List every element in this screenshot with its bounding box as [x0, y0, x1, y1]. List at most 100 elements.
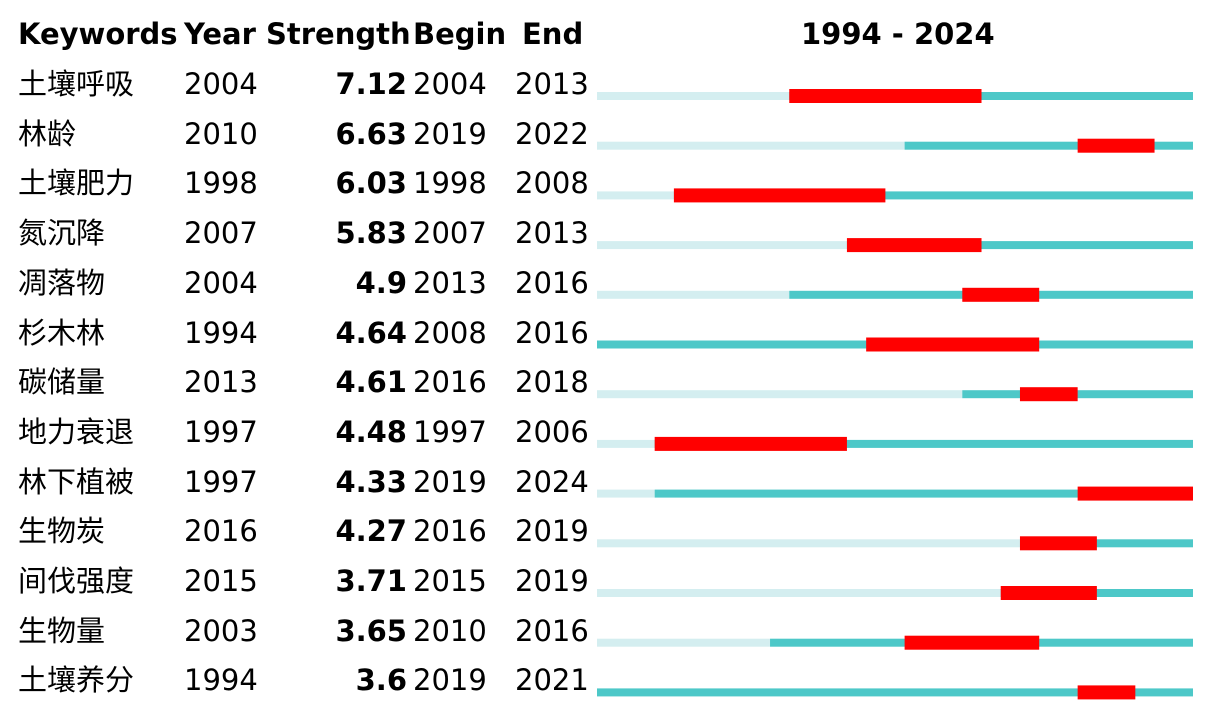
strength-cell: 3.71	[335, 564, 407, 598]
end-header: End	[522, 17, 584, 51]
end-cell: 2024	[515, 464, 589, 499]
keyword-cell: 杉木林	[18, 315, 106, 350]
timeline-inactive-segment	[597, 439, 655, 448]
strength-cell: 6.63	[335, 116, 407, 151]
begin-cell: 2013	[413, 265, 487, 300]
strength-cell: 4.48	[335, 414, 407, 449]
burst-bar	[1019, 387, 1078, 402]
begin-cell: 2015	[413, 564, 487, 598]
burst-bar	[1019, 536, 1097, 551]
burst-bar	[1077, 486, 1193, 501]
burst-bar	[1077, 138, 1155, 153]
keyword-cell: 氮沉降	[18, 216, 106, 251]
keyword-cell: 土壤肥力	[18, 166, 135, 201]
burst-bar	[789, 89, 982, 103]
year-cell: 2016	[184, 514, 258, 549]
keyword-cell: 生物炭	[18, 514, 106, 549]
keyword-cell: 林龄	[18, 116, 77, 151]
timeline-inactive-segment	[597, 489, 655, 498]
timeline-active-segment	[846, 241, 1193, 250]
year-cell: 1994	[184, 315, 258, 350]
timeline-inactive-segment	[597, 241, 847, 250]
burst-bar	[962, 287, 1040, 302]
end-cell: 2019	[515, 514, 589, 549]
keyword-cell: 地力衰退	[18, 414, 135, 449]
timeline-active-segment	[1019, 539, 1193, 548]
begin-cell: 2019	[413, 464, 487, 499]
burst-bar	[846, 238, 982, 253]
year-cell: 2013	[184, 365, 258, 400]
year-cell: 2007	[184, 216, 258, 251]
strength-cell: 7.12	[335, 67, 407, 101]
timeline-inactive-segment	[597, 589, 1001, 597]
timeline-active-segment	[789, 92, 1193, 100]
begin-cell: 2008	[413, 315, 487, 350]
keyword-cell: 碳储量	[18, 365, 106, 400]
begin-header: Begin	[413, 17, 507, 51]
strength-cell: 4.27	[335, 514, 407, 549]
end-cell: 2018	[515, 365, 589, 400]
strength-cell: 3.65	[335, 613, 407, 648]
keyword-cell: 凋落物	[18, 265, 106, 300]
year-cell: 1997	[184, 464, 258, 499]
year-cell: 2010	[184, 116, 258, 151]
burst-bar	[654, 436, 847, 451]
timeline-active-segment	[654, 489, 1193, 498]
burst-bar	[1077, 685, 1136, 700]
end-cell: 2013	[515, 67, 589, 101]
begin-cell: 2019	[413, 663, 487, 698]
strength-cell: 6.03	[335, 166, 407, 201]
timeline-inactive-segment	[597, 141, 905, 150]
strength-cell: 4.9	[355, 265, 407, 300]
timeline-inactive-segment	[597, 638, 771, 647]
end-cell: 2016	[515, 613, 589, 648]
begin-cell: 2010	[413, 613, 487, 648]
keyword-cell: 生物量	[18, 613, 106, 648]
strength-cell: 4.64	[335, 315, 407, 350]
timeline-inactive-segment	[597, 92, 790, 100]
strength-cell: 5.83	[335, 216, 407, 251]
end-cell: 2022	[515, 116, 589, 151]
year-cell: 1994	[184, 663, 258, 698]
year-cell: 2004	[184, 265, 258, 300]
strength-cell: 4.33	[335, 464, 407, 499]
keyword-cell: 土壤养分	[18, 663, 135, 698]
end-cell: 2021	[515, 663, 589, 698]
begin-cell: 2016	[413, 514, 487, 549]
burst-bar	[904, 635, 1040, 650]
strength-cell: 3.6	[355, 663, 407, 698]
year-cell: 2003	[184, 613, 258, 648]
end-cell: 2016	[515, 315, 589, 350]
end-cell: 2013	[515, 216, 589, 251]
begin-cell: 2007	[413, 216, 487, 251]
keywords-header: Keywords	[18, 17, 178, 51]
end-cell: 2008	[515, 166, 589, 201]
begin-cell: 2004	[413, 67, 487, 101]
timeline-inactive-segment	[597, 191, 674, 200]
begin-cell: 1997	[413, 414, 487, 449]
begin-cell: 2016	[413, 365, 487, 400]
strength-header: Strength	[266, 17, 411, 51]
end-cell: 2019	[515, 564, 589, 598]
begin-cell: 1998	[413, 166, 487, 201]
timeline-inactive-segment	[597, 290, 790, 299]
timeline-active-segment	[904, 141, 1193, 150]
year-header: Year	[184, 17, 256, 51]
timeline-range-header: 1994 - 2024	[801, 17, 995, 51]
end-cell: 2006	[515, 414, 589, 449]
burst-bar	[866, 337, 1040, 352]
year-cell: 1997	[184, 414, 258, 449]
keyword-cell: 林下植被	[18, 464, 135, 499]
burst-bar	[1000, 586, 1097, 600]
year-cell: 2004	[184, 67, 258, 101]
timeline-inactive-segment	[597, 390, 963, 399]
timeline-active-segment	[597, 688, 1193, 697]
end-cell: 2016	[515, 265, 589, 300]
year-cell: 1998	[184, 166, 258, 201]
keyword-cell: 间伐强度	[18, 564, 135, 598]
timeline-inactive-segment	[597, 539, 1020, 548]
year-cell: 2015	[184, 564, 258, 598]
begin-cell: 2019	[413, 116, 487, 151]
keyword-cell: 土壤呼吸	[18, 67, 135, 101]
